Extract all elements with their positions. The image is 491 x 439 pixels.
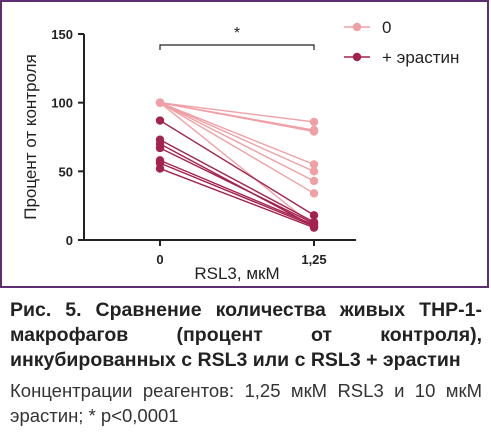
figure-caption-title: Рис. 5. Сравнение количества живых THP-1… — [10, 299, 482, 371]
significance-label: * — [234, 25, 240, 42]
data-point — [309, 160, 319, 169]
data-point — [309, 223, 319, 232]
figure-frame — [0, 0, 489, 288]
series-line — [159, 102, 315, 172]
y-tick-label: 100 — [51, 96, 73, 111]
series-line — [159, 102, 315, 227]
data-point — [155, 164, 165, 173]
x-axis-label: RSL3, мкМ — [194, 264, 279, 283]
data-point — [155, 98, 165, 107]
x-tick-label: 1,25 — [301, 252, 326, 267]
series-line — [159, 162, 315, 227]
figure-caption-note: Концентрации реагентов: 1,25 мкМ RSL3 и … — [10, 380, 482, 426]
x-tick-label: 0 — [156, 252, 163, 267]
series-line — [159, 159, 315, 226]
data-point — [309, 127, 319, 136]
legend-swatch-marker — [352, 52, 362, 62]
series-line — [159, 147, 315, 225]
series-line — [159, 101, 315, 133]
series — [155, 116, 319, 232]
y-tick-label: 0 — [66, 233, 73, 248]
series-line — [159, 102, 315, 194]
series-line — [159, 119, 315, 216]
y-tick-label: 150 — [51, 27, 73, 42]
legend-swatch-marker — [352, 22, 362, 32]
y-axis-label: Процент от контроля — [21, 54, 40, 220]
series-line — [159, 167, 315, 229]
data-point — [155, 116, 165, 125]
series-line — [159, 102, 315, 182]
series — [155, 98, 319, 231]
series-line — [159, 101, 315, 123]
legend: 0 + эрастин — [344, 18, 459, 67]
data-point — [309, 176, 319, 186]
data-point — [309, 189, 319, 198]
significance-bracket: * — [159, 25, 315, 50]
legend-label: + эрастин — [382, 48, 459, 67]
series-line — [159, 102, 315, 166]
data-point — [309, 211, 319, 220]
data-point — [155, 143, 165, 153]
series-line — [159, 139, 315, 223]
data-point — [309, 117, 319, 127]
data-point — [309, 167, 319, 176]
legend-label: 0 — [382, 18, 391, 37]
y-tick-label: 50 — [59, 164, 73, 179]
chart: 0 50 100 150 0 1,25 Процент от контроля RSL3… — [21, 18, 459, 283]
